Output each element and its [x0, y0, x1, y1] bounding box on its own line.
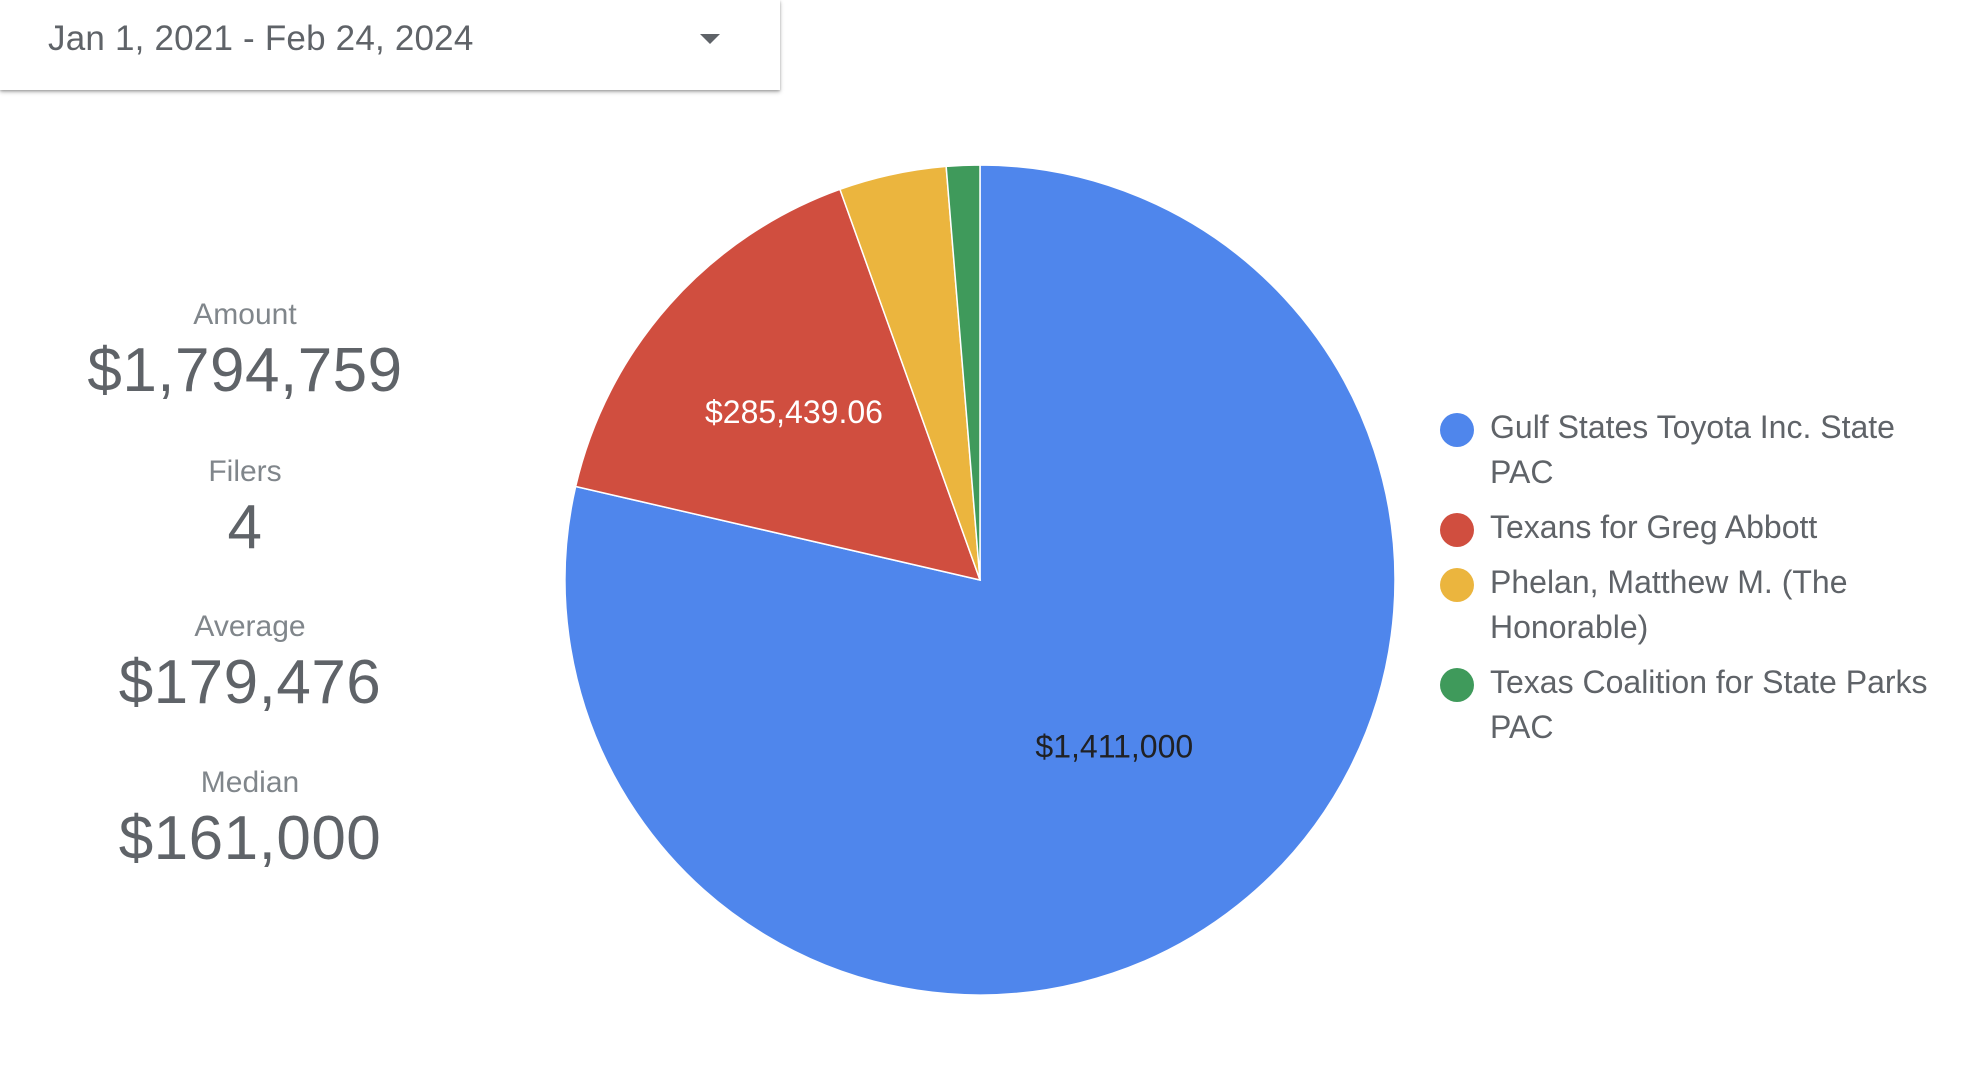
stat-amount-label: Amount — [193, 298, 297, 331]
stat-filers-value: 4 — [227, 493, 263, 562]
stat-median: Median $161,000 — [40, 763, 460, 875]
pie-slice-label-1: $285,439.06 — [705, 394, 883, 430]
stat-average: Average $179,476 — [40, 607, 460, 719]
legend-item[interactable]: Phelan, Matthew M. (The Honorable) — [1440, 560, 1940, 650]
pie-chart: $1,411,000 $285,439.06 — [540, 150, 1420, 1030]
stat-amount-value: $1,794,759 — [87, 336, 403, 405]
stat-filers-label: Filers — [208, 455, 282, 488]
legend-item[interactable]: Gulf States Toyota Inc. State PAC — [1440, 405, 1940, 495]
date-range-dropdown[interactable]: Jan 1, 2021 - Feb 24, 2024 — [0, 0, 780, 90]
legend-label: Phelan, Matthew M. (The Honorable) — [1490, 564, 1848, 645]
legend-swatch — [1440, 668, 1474, 702]
legend-swatch — [1440, 413, 1474, 447]
legend-swatch — [1440, 568, 1474, 602]
pie-slice-1[interactable] — [574, 188, 982, 582]
caret-down-icon[interactable] — [700, 34, 720, 44]
stat-median-value: $161,000 — [118, 804, 382, 873]
legend-label: Texans for Greg Abbott — [1490, 509, 1818, 545]
stat-average-value: $179,476 — [118, 648, 382, 717]
pie-chart-svg: $1,411,000 $285,439.06 — [564, 164, 1396, 996]
legend-label: Texas Coalition for State Parks PAC — [1490, 664, 1928, 745]
legend-swatch — [1440, 513, 1474, 547]
stat-filers: Filers 4 — [40, 452, 450, 564]
stat-average-label: Average — [194, 610, 306, 643]
stat-amount: Amount $1,794,759 — [40, 295, 450, 407]
pie-slice-3[interactable] — [945, 164, 981, 581]
stat-median-label: Median — [200, 766, 300, 799]
legend-item[interactable]: Texas Coalition for State Parks PAC — [1440, 660, 1940, 750]
pie-slice-label-0: $1,411,000 — [1035, 728, 1193, 764]
date-range-label: Jan 1, 2021 - Feb 24, 2024 — [48, 19, 474, 58]
chart-legend: Gulf States Toyota Inc. State PAC Texans … — [1440, 405, 1940, 760]
legend-label: Gulf States Toyota Inc. State PAC — [1490, 409, 1895, 490]
legend-item[interactable]: Texans for Greg Abbott — [1440, 505, 1940, 550]
